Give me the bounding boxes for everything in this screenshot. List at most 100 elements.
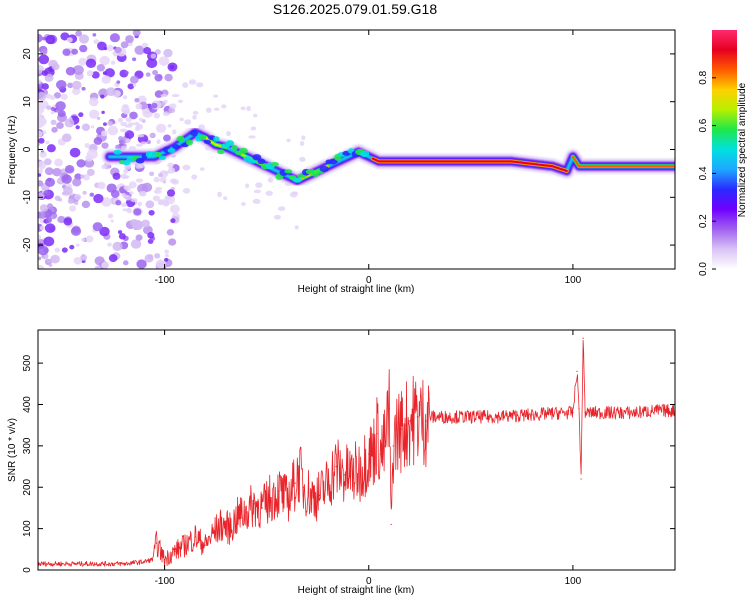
noise-blob <box>169 204 180 214</box>
ridge-blob <box>176 135 185 142</box>
noise-blob <box>166 229 175 236</box>
snr-point <box>490 416 492 418</box>
noise-blob <box>44 73 54 83</box>
noise-blob <box>117 230 123 234</box>
snr-point <box>310 494 313 497</box>
noise-blob <box>84 142 91 148</box>
noise-blob <box>71 48 79 55</box>
noise-blob <box>294 225 299 230</box>
noise-blob <box>102 71 107 75</box>
noise-blob <box>156 123 167 133</box>
noise-blob <box>62 48 71 56</box>
noise-blob <box>44 223 56 233</box>
snr-point <box>319 494 321 497</box>
snr-point <box>194 536 196 538</box>
noise-blob <box>104 68 115 78</box>
snr-frame <box>37 329 676 571</box>
snr-point <box>417 416 419 418</box>
noise-blob <box>85 58 97 69</box>
noise-blob <box>162 111 170 116</box>
noise-blob <box>267 177 274 183</box>
noise-blob <box>45 140 50 145</box>
noise-blob <box>94 265 101 269</box>
snr-point <box>429 416 431 418</box>
noise-blob <box>125 117 132 123</box>
noise-blob <box>45 217 53 224</box>
noise-blob <box>248 135 256 139</box>
ridge-blob <box>113 149 123 155</box>
noise-blob <box>128 181 137 189</box>
snr-point <box>449 416 452 418</box>
noise-blob <box>96 63 106 72</box>
snr-point <box>359 470 362 472</box>
snr-point <box>61 563 64 565</box>
noise-blob <box>61 247 68 253</box>
snr-point <box>143 561 145 563</box>
noise-blob <box>178 99 183 104</box>
noise-blob <box>153 112 160 119</box>
snr-point <box>229 528 231 530</box>
noise-blob <box>163 134 171 142</box>
noise-blob <box>112 241 123 252</box>
y-tick-label: 300 <box>22 437 33 454</box>
noise-blob <box>54 247 61 253</box>
ridge-blob <box>292 177 303 183</box>
noise-blob <box>184 119 192 125</box>
noise-blob <box>118 136 124 141</box>
noise-blob <box>38 256 42 261</box>
noise-blob <box>135 178 144 183</box>
noise-blob <box>50 95 56 101</box>
noise-blob <box>109 33 120 43</box>
snr-point <box>261 507 264 509</box>
ridge-blob <box>203 139 212 144</box>
noise-blob <box>110 189 120 198</box>
noise-blob <box>159 177 167 183</box>
colorbar: 0.0 0.2 0.4 0.6 0.8 Normalized spectral ampl… <box>698 30 748 276</box>
noise-blob <box>127 83 135 90</box>
snr-x-axis-label: Height of straight line (km) <box>298 585 415 596</box>
snr-point <box>380 453 382 455</box>
noise-blob <box>152 69 159 76</box>
snr-point <box>408 420 411 422</box>
noise-blob <box>38 54 50 65</box>
snr-point <box>302 486 305 488</box>
noise-blob <box>156 139 161 145</box>
noise-blob <box>205 107 212 113</box>
noise-blob <box>170 218 176 224</box>
snr-point <box>368 453 370 455</box>
noise-blob <box>73 201 79 206</box>
noise-blob <box>168 238 177 246</box>
noise-blob <box>192 110 199 115</box>
y-tick-label: 200 <box>22 478 33 495</box>
ridge-blob <box>167 148 176 153</box>
noise-blob <box>182 164 191 171</box>
noise-blob <box>38 245 49 256</box>
noise-blob <box>61 174 72 184</box>
noise-blob <box>134 45 145 55</box>
spectrogram-x-axis-label: Height of straight line (km) <box>298 284 415 295</box>
noise-blob <box>50 119 57 126</box>
noise-blob <box>138 117 143 122</box>
noise-blob <box>100 94 105 99</box>
noise-blob <box>51 63 60 71</box>
noise-blob <box>81 238 85 242</box>
noise-blob <box>149 171 155 177</box>
noise-blob <box>144 110 150 115</box>
noise-blob <box>141 42 149 49</box>
noise-blob <box>221 104 227 109</box>
noise-blob <box>41 70 48 76</box>
noise-blob <box>38 79 42 84</box>
noise-blob <box>133 208 142 216</box>
noise-blob <box>38 173 42 177</box>
noise-blob <box>38 234 42 241</box>
noise-blob <box>182 187 191 194</box>
noise-blob <box>301 135 306 141</box>
spectrogram-heatmap <box>38 30 675 269</box>
noise-blob <box>192 114 197 120</box>
noise-blob <box>136 143 143 147</box>
noise-blob <box>51 126 58 133</box>
spectrogram-y-axis-label: Frequency (Hz) <box>7 116 18 185</box>
noise-blob <box>92 222 103 232</box>
noise-blob <box>135 234 143 241</box>
